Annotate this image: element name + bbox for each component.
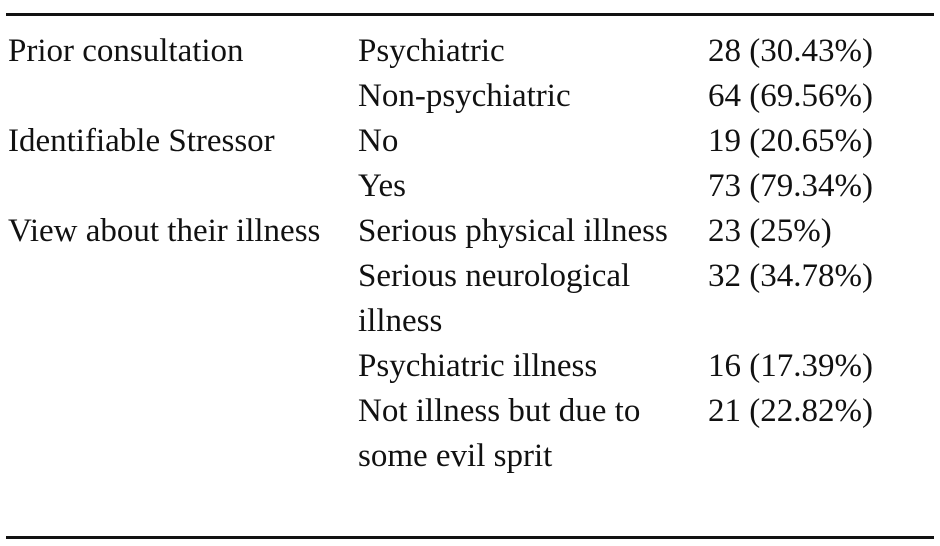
category-label: Identifiable Stressor: [8, 123, 275, 159]
value-cell: 21 (22.82%): [708, 389, 938, 479]
category-cell: [8, 254, 358, 344]
value-cell: 16 (17.39%): [708, 344, 938, 389]
category-label: Prior consultation: [8, 33, 244, 69]
count-percent-value: 73 (79.34%): [708, 168, 873, 204]
count-percent-value: 28 (30.43%): [708, 33, 873, 69]
value-cell: 19 (20.65%): [708, 119, 938, 164]
table-row: Non-psychiatric 64 (69.56%): [8, 74, 938, 119]
value-cell: 28 (30.43%): [708, 29, 938, 74]
table-bottom-rule: [6, 536, 934, 539]
value-cell: 64 (69.56%): [708, 74, 938, 119]
count-percent-value: 19 (20.65%): [708, 123, 873, 159]
subcategory-cell: Non-psychiatric: [358, 74, 708, 119]
category-cell: [8, 164, 358, 209]
subcategory-label: Serious physical illness: [358, 213, 668, 249]
subcategory-label: Non-psychiatric: [358, 78, 571, 114]
table-row: View about their illness Serious physica…: [8, 209, 938, 254]
subcategory-label: No: [358, 123, 399, 159]
count-percent-value: 32 (34.78%): [708, 258, 873, 294]
category-cell: Prior consultation: [8, 29, 358, 74]
value-cell: 23 (25%): [708, 209, 938, 254]
subcategory-label: Serious neurological illness: [358, 258, 631, 339]
subcategory-cell: No: [358, 119, 708, 164]
table-row: Prior consultation Psychiatric 28 (30.43…: [8, 29, 938, 74]
value-cell: 32 (34.78%): [708, 254, 938, 344]
subcategory-cell: Serious physical illness: [358, 209, 708, 254]
count-percent-value: 23 (25%): [708, 213, 832, 249]
count-percent-value: 16 (17.39%): [708, 348, 873, 384]
table-row: Identifiable Stressor No 19 (20.65%): [8, 119, 938, 164]
subcategory-label: Psychiatric: [358, 33, 505, 69]
subcategory-cell: Not illness but due to some evil sprit: [358, 389, 708, 479]
category-cell: View about their illness: [8, 209, 358, 254]
count-percent-value: 21 (22.82%): [708, 393, 873, 429]
subcategory-label: Not illness but due to some evil sprit: [358, 393, 641, 474]
subcategory-label: Psychiatric illness: [358, 348, 598, 384]
category-label: View about their illness: [8, 213, 321, 249]
subcategory-label: Yes: [358, 168, 407, 204]
value-cell: 73 (79.34%): [708, 164, 938, 209]
category-cell: Identifiable Stressor: [8, 119, 358, 164]
table-row: Not illness but due to some evil sprit 2…: [8, 389, 938, 479]
subcategory-cell: Psychiatric illness: [358, 344, 708, 389]
subcategory-cell: Serious neurological illness: [358, 254, 708, 344]
category-cell: [8, 344, 358, 389]
category-cell: [8, 74, 358, 119]
table-top-rule: [6, 13, 934, 16]
category-cell: [8, 389, 358, 479]
count-percent-value: 64 (69.56%): [708, 78, 873, 114]
subcategory-cell: Psychiatric: [358, 29, 708, 74]
table-row: Psychiatric illness 16 (17.39%): [8, 344, 938, 389]
subcategory-cell: Yes: [358, 164, 708, 209]
table-row: Yes 73 (79.34%): [8, 164, 938, 209]
table-row: Serious neurological illness 32 (34.78%): [8, 254, 938, 344]
data-table: Prior consultation Psychiatric 28 (30.43…: [8, 29, 938, 479]
